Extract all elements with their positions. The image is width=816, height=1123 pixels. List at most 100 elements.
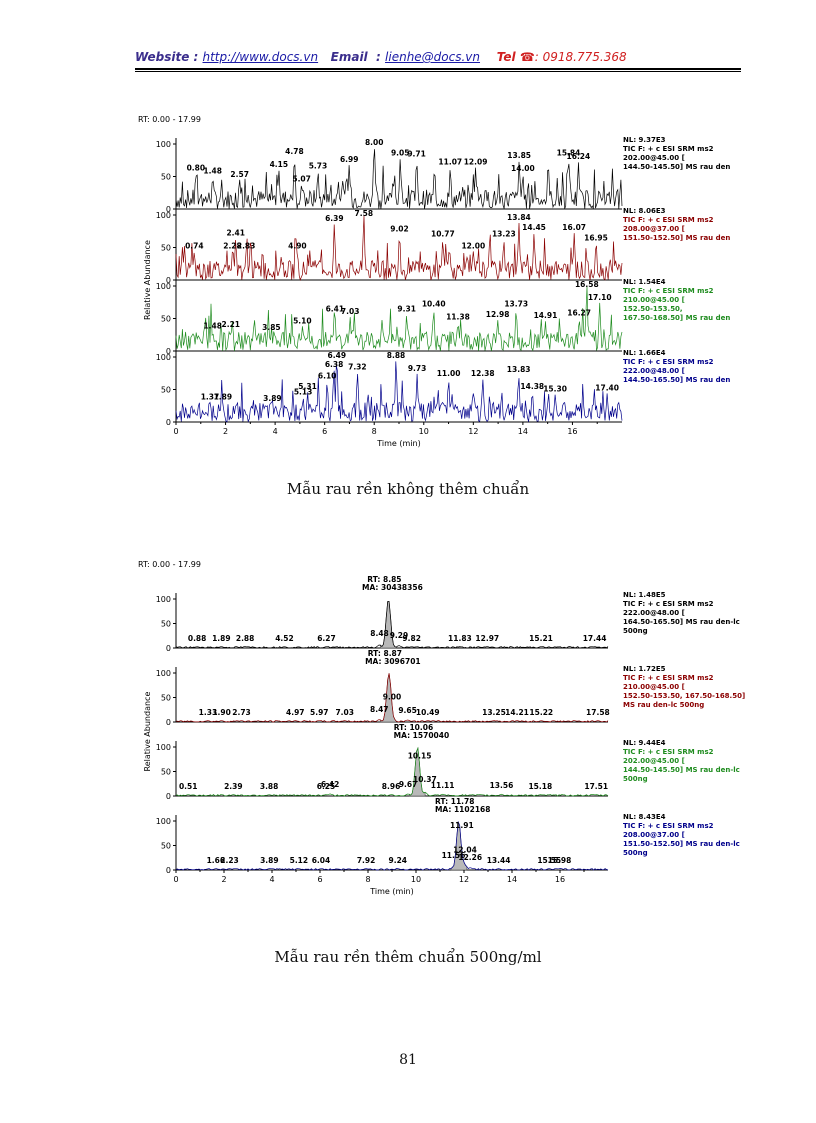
peak-label: 15.18 [528,782,552,791]
trace-info-line: NL: 8.43E4 [623,813,666,821]
peak-label: 0.74 [185,241,204,250]
peak-label: 13.73 [504,299,528,308]
y-tick-label: 50 [161,842,171,851]
peak-label: 9.29 [390,631,409,640]
trace-info-line: 144.50-145.50] MS rau den [623,163,730,171]
trace-info-line: 202.00@45.00 [ [623,154,685,162]
chromatogram-trace [175,286,623,352]
peak-label: 15.22 [529,708,553,717]
tel-value: : 0918.775.368 [534,50,627,64]
peak-label: 14.00 [511,164,535,173]
trace-info-line: TIC F: + c ESI SRM ms2 [623,216,714,224]
trace-info-line: 500ng [623,849,648,857]
peak-label: 5.07 [292,174,311,183]
y-tick-label: 0 [166,866,171,875]
y-tick-label: 0 [166,418,171,427]
peak-label: 12.38 [471,369,495,378]
peak-label: 11.83 [448,634,472,643]
trace-info-line: 152.50-153.50, 167.50-168.50] [623,692,745,700]
main-peak-area-label: MA: 3096701 [365,657,421,666]
peak-label: 2.41 [226,228,245,237]
peak-label: 8.88 [387,351,406,360]
peak-label: 1.48 [203,167,222,176]
peak-label: 9.31 [397,305,416,314]
peak-label: 5.97 [310,708,329,717]
trace-info-line: TIC F: + c ESI SRM ms2 [623,287,714,295]
y-tick-label: 50 [161,173,171,182]
peak-label: 2.21 [222,320,241,329]
peak-label: 7.58 [355,209,374,218]
peak-label: 1.90 [212,708,231,717]
peak-label: 13.85 [507,151,531,160]
tel-label: Tel [496,50,516,64]
x-tick-label: 14 [518,427,528,436]
peak-label: 5.31 [298,382,317,391]
trace-info-line: MS rau den-lc 500ng [623,701,704,709]
trace-info-line: 164.50-165.50] MS rau den-lc [623,618,740,626]
peak-label: 5.73 [309,161,328,170]
trace-info-line: 500ng [623,775,648,783]
rt-range-label: RT: 0.00 - 17.99 [138,560,201,569]
peak-label: 13.56 [490,781,514,790]
peak-label: 7.32 [348,363,367,372]
email-colon: : [376,50,381,64]
peak-label: 6.10 [318,372,337,381]
peak-label: 9.02 [390,225,409,234]
peak-label: 11.11 [431,781,455,790]
peak-label: 16.24 [567,152,591,161]
peak-label: 12.04 [453,845,477,854]
x-tick-label: 6 [317,875,322,884]
email-link[interactable]: lienhe@docs.vn [385,50,481,64]
main-peak-area-label: MA: 30438356 [362,583,423,592]
peak-label: 4.15 [270,160,289,169]
y-tick-label: 0 [166,276,171,285]
x-tick-label: 16 [555,875,565,884]
integrated-peak-area [380,601,397,649]
y-axis-label: Relative Abundance [143,240,152,320]
peak-label: 16.27 [567,309,591,318]
peak-label: 15.84 [557,148,581,157]
y-axis-label: Relative Abundance [143,692,152,772]
email-label: Email [330,50,368,64]
chromatogram-trace [175,361,623,423]
peak-label: 4.52 [275,634,294,643]
y-tick-label: 100 [156,595,171,604]
trace-info-line: NL: 1.48E5 [623,591,666,599]
x-tick-label: 8 [365,875,370,884]
trace-info-line: TIC F: + c ESI SRM ms2 [623,748,714,756]
peak-label: 3.88 [260,782,279,791]
main-peak-rt-label: RT: 10.06 [394,723,433,732]
trace-info-line: 500ng [623,627,648,635]
peak-label: 14.45 [522,223,546,232]
peak-label: 17.40 [595,383,619,392]
peak-label: 9.82 [402,634,421,643]
y-tick-label: 100 [156,282,171,291]
y-tick-label: 50 [161,315,171,324]
chromatogram-trace [175,746,609,797]
peak-label: 0.80 [187,163,206,172]
peak-label: 15.98 [548,856,572,865]
peak-label: 5.13 [294,387,313,396]
website-link[interactable]: http://www.docs.vn [202,50,319,64]
chromatogram-panel: 0 50 100 0.801.48 2.57 4.15 4.78 5.07 5.73 6.99 8.… [156,136,731,214]
main-peak-rt-label: RT: 8.87 [368,649,402,658]
peak-label: 6.42 [321,780,340,789]
peak-label: 9.00 [383,692,402,701]
trace-info-line: 210.00@45.00 [ [623,683,685,691]
peak-label: 10.49 [416,708,440,717]
x-tick-label: 12 [459,875,469,884]
trace-info-line: TIC F: + c ESI SRM ms2 [623,145,714,153]
x-tick-label: 4 [269,875,274,884]
trace-info-line: NL: 1.54E4 [623,278,666,286]
peak-label: 17.10 [588,293,612,302]
peak-label: 13.23 [492,230,516,239]
peak-label: 1.89 [212,634,231,643]
peak-label: 3.89 [263,394,282,403]
trace-info-line: TIC F: + c ESI SRM ms2 [623,674,714,682]
y-tick-label: 100 [156,669,171,678]
peak-label: 11.07 [438,157,462,166]
x-tick-label: 6 [322,427,327,436]
